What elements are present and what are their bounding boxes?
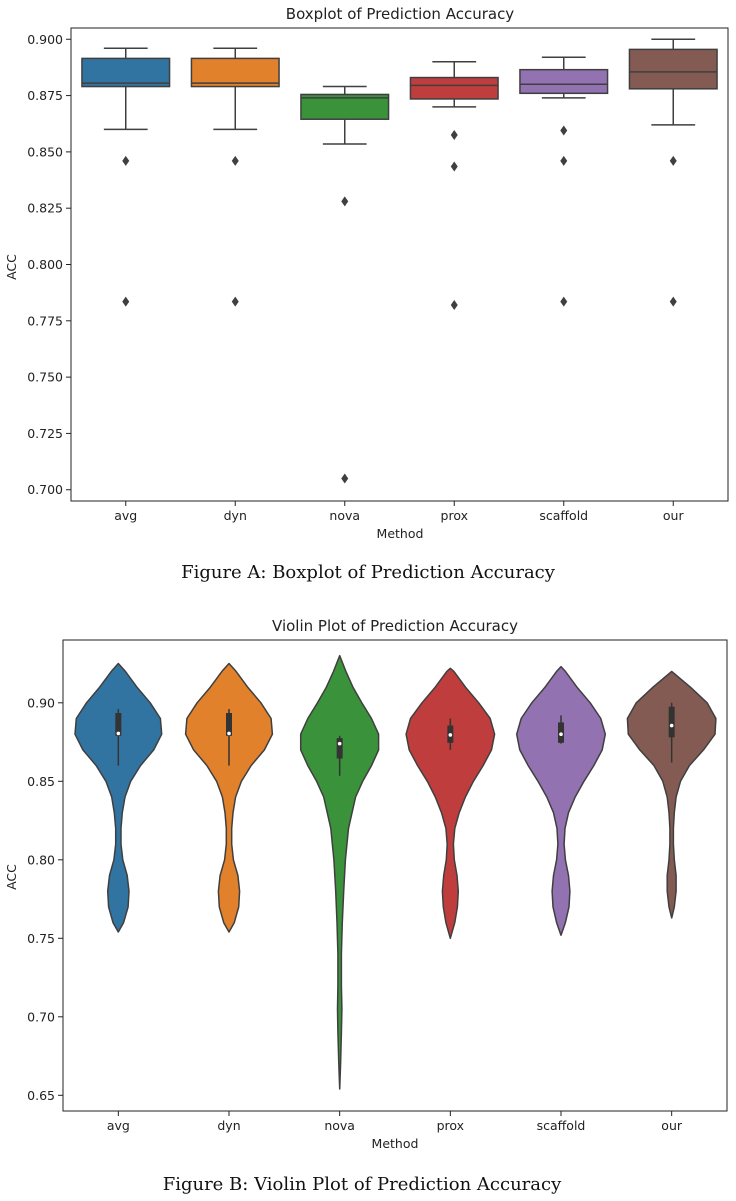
violin-prox [405,667,496,940]
boxplot-axes-frame [70,27,729,502]
box-outlier [560,155,568,166]
violin-scaffold [515,665,607,936]
violin-y-tick-label: 0.80 [27,852,55,867]
violin-y-tick-label: 0.85 [27,774,55,789]
violin-iqr-box [115,713,122,736]
box-avg [81,47,171,307]
boxplot-x-tick-label-nova: nova [329,508,360,523]
box-outlier [122,296,130,307]
box-scaffold [519,56,609,307]
violin-body [515,665,607,936]
box-body [81,57,171,88]
boxplot-y-tick-label: 0.725 [27,426,63,441]
boxplot-y-tick-label: 0.875 [27,88,63,103]
boxplot-x-axis-label: Method [377,526,424,541]
violin-median-dot [116,731,121,736]
violin-x-axis-label: Method [372,1136,419,1151]
box-outlier [560,296,568,307]
box-nova [300,85,390,484]
violin-y-axis-label: ACC [4,864,19,890]
boxplot-plot-area: 0.700 0.725 0.750 0.775 0.800 0.825 0.850 0.875… [27,27,729,523]
violin-figure: Violin Plot of Prediction Accuracy 0.650… [4,617,728,1195]
violin-body [626,670,717,919]
box-prox [409,61,499,311]
violin-nova [299,654,380,1090]
box-outlier [231,296,239,307]
box-dyn [190,47,280,307]
boxplot-figure: Boxplot of Prediction Accuracy 0.700 0.72… [4,5,729,583]
boxplot-x-tick-label-our: our [663,508,685,523]
violin-y-tick-label: 0.70 [27,1009,55,1024]
violin-axes-frame [62,639,728,1112]
boxplot-y-axis-label: ACC [4,254,19,280]
violin-x-tick-label-prox: prox [437,1118,464,1133]
boxplot-title: Boxplot of Prediction Accuracy [286,5,515,23]
violin-x-tick-label-our: our [661,1118,683,1133]
box-outlier [450,300,458,311]
box-our [628,38,718,307]
violin-x-tick-label-scaffold: scaffold [537,1118,586,1133]
boxplot-y-tick-label: 0.700 [27,482,63,497]
violin-median-dot [669,723,674,728]
box-body [409,76,499,100]
violin-caption: Figure B: Violin Plot of Prediction Accu… [163,1174,562,1195]
box-body [519,68,609,95]
violin-y-tick-label: 0.75 [27,931,55,946]
boxplot-y-tick-label: 0.900 [27,32,63,47]
boxplot-x-tick-label-dyn: dyn [224,508,247,523]
violin-iqr-box [668,706,675,738]
boxplot-caption: Figure A: Boxplot of Prediction Accuracy [181,562,556,583]
violin-median-dot [337,741,342,746]
violin-avg [74,662,163,933]
boxplot-x-tick-label-scaffold: scaffold [539,508,588,523]
box-outlier [341,473,349,484]
box-outlier [450,161,458,172]
box-body [300,93,390,120]
violin-body [184,662,274,933]
boxplot-y-tick-label: 0.800 [27,257,63,272]
boxplot-x-tick-label-prox: prox [441,508,468,523]
violin-iqr-box [226,713,232,736]
boxplot-y-tick-label: 0.850 [27,144,63,159]
box-outlier [122,155,130,166]
violin-median-dot [448,733,453,737]
violin-y-tick-label: 0.65 [27,1088,55,1103]
box-outlier [341,196,349,207]
violin-y-tick-label: 0.90 [27,695,55,710]
violin-median-dot [227,731,231,736]
violin-body [405,667,496,940]
violin-median-dot [559,732,563,736]
boxplot-y-tick-label: 0.775 [27,313,63,328]
box-body [190,57,280,88]
violin-dyn [184,662,274,933]
box-outlier [231,155,239,166]
box-outlier [560,125,568,136]
violin-body [74,662,163,933]
boxplot-x-tick-label-avg: avg [114,508,137,523]
violin-iqr-box [336,738,343,759]
violin-x-tick-label-avg: avg [107,1118,130,1133]
violin-our [626,670,717,919]
violin-title: Violin Plot of Prediction Accuracy [272,617,518,635]
violin-body [299,654,380,1090]
box-outlier [669,155,677,166]
violin-x-tick-label-dyn: dyn [217,1118,240,1133]
boxplot-y-tick-label: 0.825 [27,201,63,216]
box-outlier [450,129,458,140]
violin-plot-area: 0.65 0.70 0.75 0.80 0.85 0.90 avg dyn nova prox sc… [27,639,728,1133]
box-outlier [669,296,677,307]
box-body [628,48,718,90]
violin-x-tick-label-nova: nova [324,1118,355,1133]
boxplot-y-tick-label: 0.750 [27,370,63,385]
